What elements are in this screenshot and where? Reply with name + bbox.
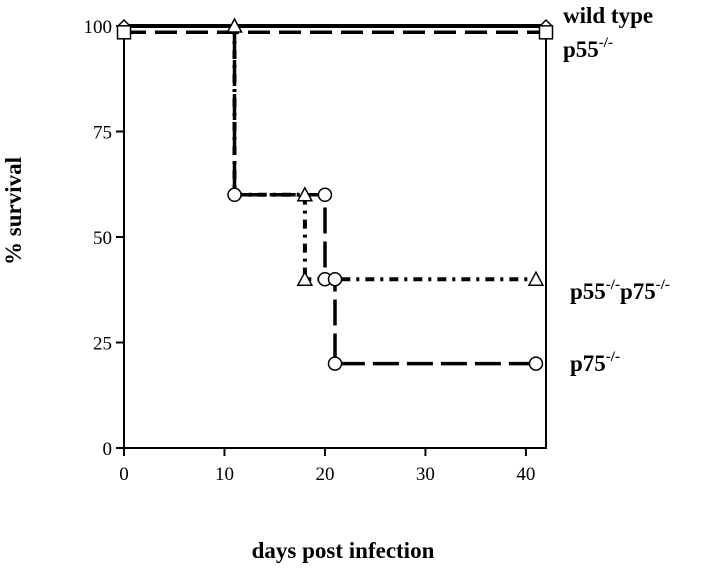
series-line-2 [232,26,536,282]
circle-marker [317,187,333,203]
legend-label-0: wild type [563,3,653,28]
plot-frame [123,25,547,449]
x-tick-label: 40 [516,464,535,485]
circle-marker [327,356,343,371]
x-tick-label: 0 [119,464,129,485]
y-tick-label: 25 [93,334,112,355]
series-lines [124,24,546,366]
y-tick-label: 100 [84,17,113,38]
circle-marker [327,271,343,287]
x-tick-label: 20 [315,464,334,485]
legend-label-3: p75-/- [570,349,620,376]
axis-ticks: 0 25 50 75 100 0 10 20 30 40 [84,17,536,485]
x-axis-title: days post infection [252,538,435,563]
y-tick-label: 75 [93,123,112,144]
legend-label-2: p55-/-p75-/- [570,277,670,304]
square-marker [538,25,554,40]
y-tick-label: 50 [93,228,112,249]
circle-marker [227,187,242,203]
series-markers [116,17,554,371]
triangle-marker [226,17,243,33]
x-tick-label: 10 [215,464,234,485]
square-marker [116,25,132,40]
circle-marker [528,356,544,371]
plot-border [123,25,547,449]
triangle-marker [527,270,545,286]
series-line-3 [232,26,536,366]
triangle-marker [296,186,314,202]
y-axis-title: % survival [1,157,26,265]
legend: wild type p55-/- p55-/-p75-/- p75-/- [563,3,670,376]
x-tick-label: 30 [416,464,435,485]
y-tick-label: 0 [103,439,113,460]
legend-label-1: p55-/- [563,35,613,62]
triangle-marker [296,270,314,286]
